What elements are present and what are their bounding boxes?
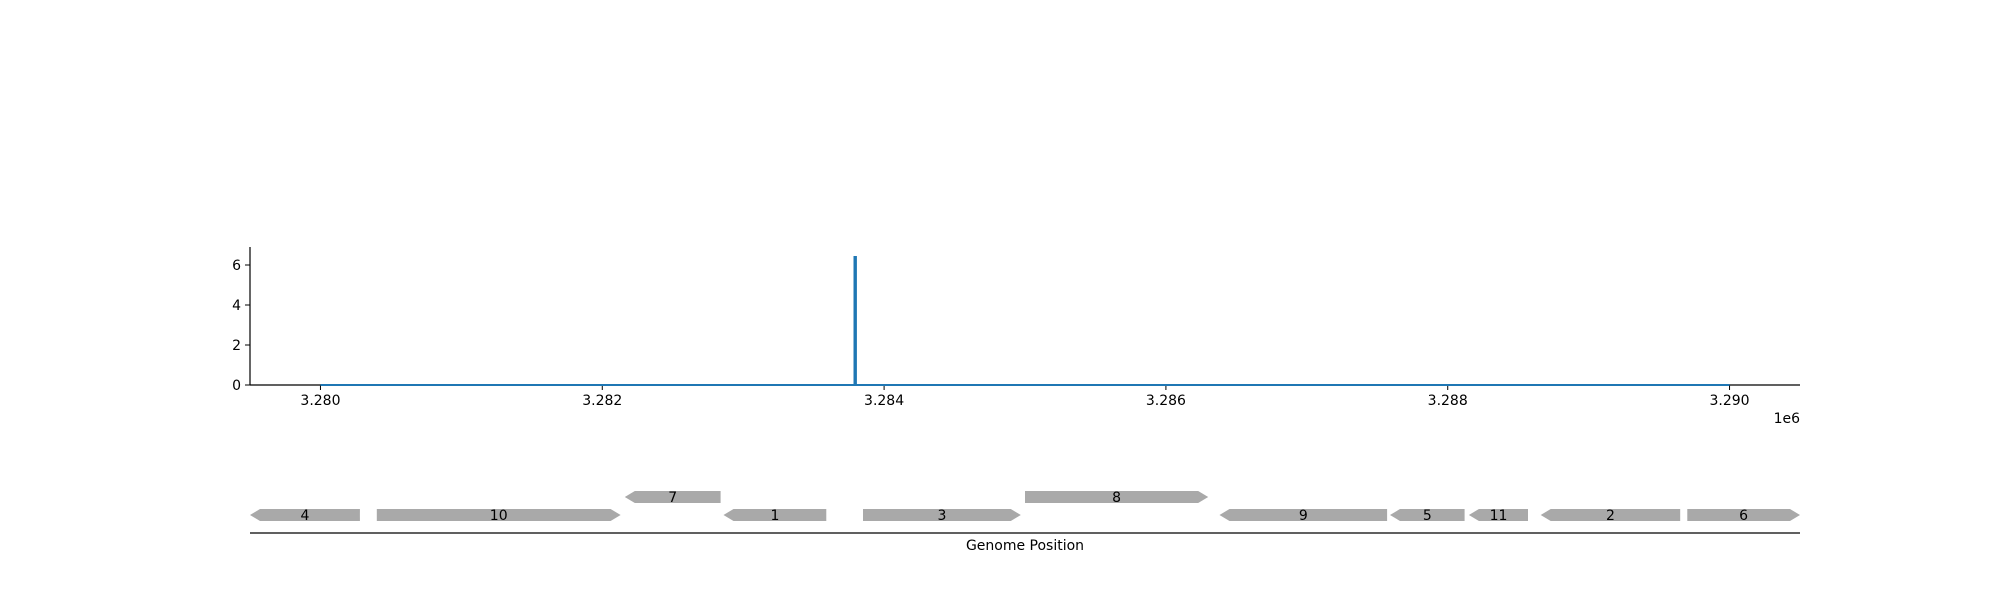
y-tick-label: 6 xyxy=(232,258,241,274)
gene-label: 1 xyxy=(770,508,779,524)
y-tick-label: 2 xyxy=(232,338,241,354)
gene-arrow xyxy=(376,509,621,521)
gene-arrow xyxy=(723,509,827,521)
x-ticks: 3.280 3.282 3.284 3.286 3.288 3.290 xyxy=(300,385,1750,409)
x-offset-label: 1e6 xyxy=(1774,411,1801,427)
gene-track: 4 10 7 1 3 8 9 5 11 2 6 Genome Position xyxy=(250,490,1800,554)
gene-arrow xyxy=(1390,509,1465,521)
gene-arrow xyxy=(1540,509,1681,521)
genes-layer: 4 10 7 1 3 8 9 5 11 2 6 xyxy=(250,490,1800,524)
gene-arrow xyxy=(1025,491,1209,503)
gene-label: 8 xyxy=(1112,490,1121,506)
x-tick-label: 3.288 xyxy=(1428,393,1468,409)
gene-label: 3 xyxy=(937,508,946,524)
gene-arrow xyxy=(1468,509,1528,521)
gene-label: 4 xyxy=(301,508,310,524)
gene-label: 9 xyxy=(1299,508,1308,524)
gene-arrow xyxy=(250,509,360,521)
gene-arrow xyxy=(624,491,721,503)
y-ticks: 0 2 4 6 xyxy=(232,258,250,394)
x-tick-label: 3.286 xyxy=(1146,393,1186,409)
gene-label: 11 xyxy=(1490,508,1508,524)
gene-label: 7 xyxy=(668,490,677,506)
y-tick-label: 0 xyxy=(232,378,241,394)
y-tick-label: 4 xyxy=(232,298,241,314)
series-layer xyxy=(320,256,1730,386)
x-tick-label: 3.282 xyxy=(582,393,622,409)
gene-label: 5 xyxy=(1423,508,1432,524)
coverage-plot: 0 2 4 6 3.280 3.282 3.284 3.286 3.288 3.290 1e6 xyxy=(232,247,1800,427)
gene-arrow xyxy=(1219,509,1388,521)
x-tick-label: 3.290 xyxy=(1709,393,1749,409)
gene-label: 10 xyxy=(490,508,508,524)
gene-arrow xyxy=(863,509,1021,521)
gene-label: 6 xyxy=(1739,508,1748,524)
coverage-series-line xyxy=(320,256,1730,386)
gene-arrow xyxy=(1687,509,1800,521)
gene-track-xlabel: Genome Position xyxy=(966,538,1084,554)
x-tick-label: 3.280 xyxy=(300,393,340,409)
x-tick-label: 3.284 xyxy=(864,393,904,409)
gene-label: 2 xyxy=(1606,508,1615,524)
